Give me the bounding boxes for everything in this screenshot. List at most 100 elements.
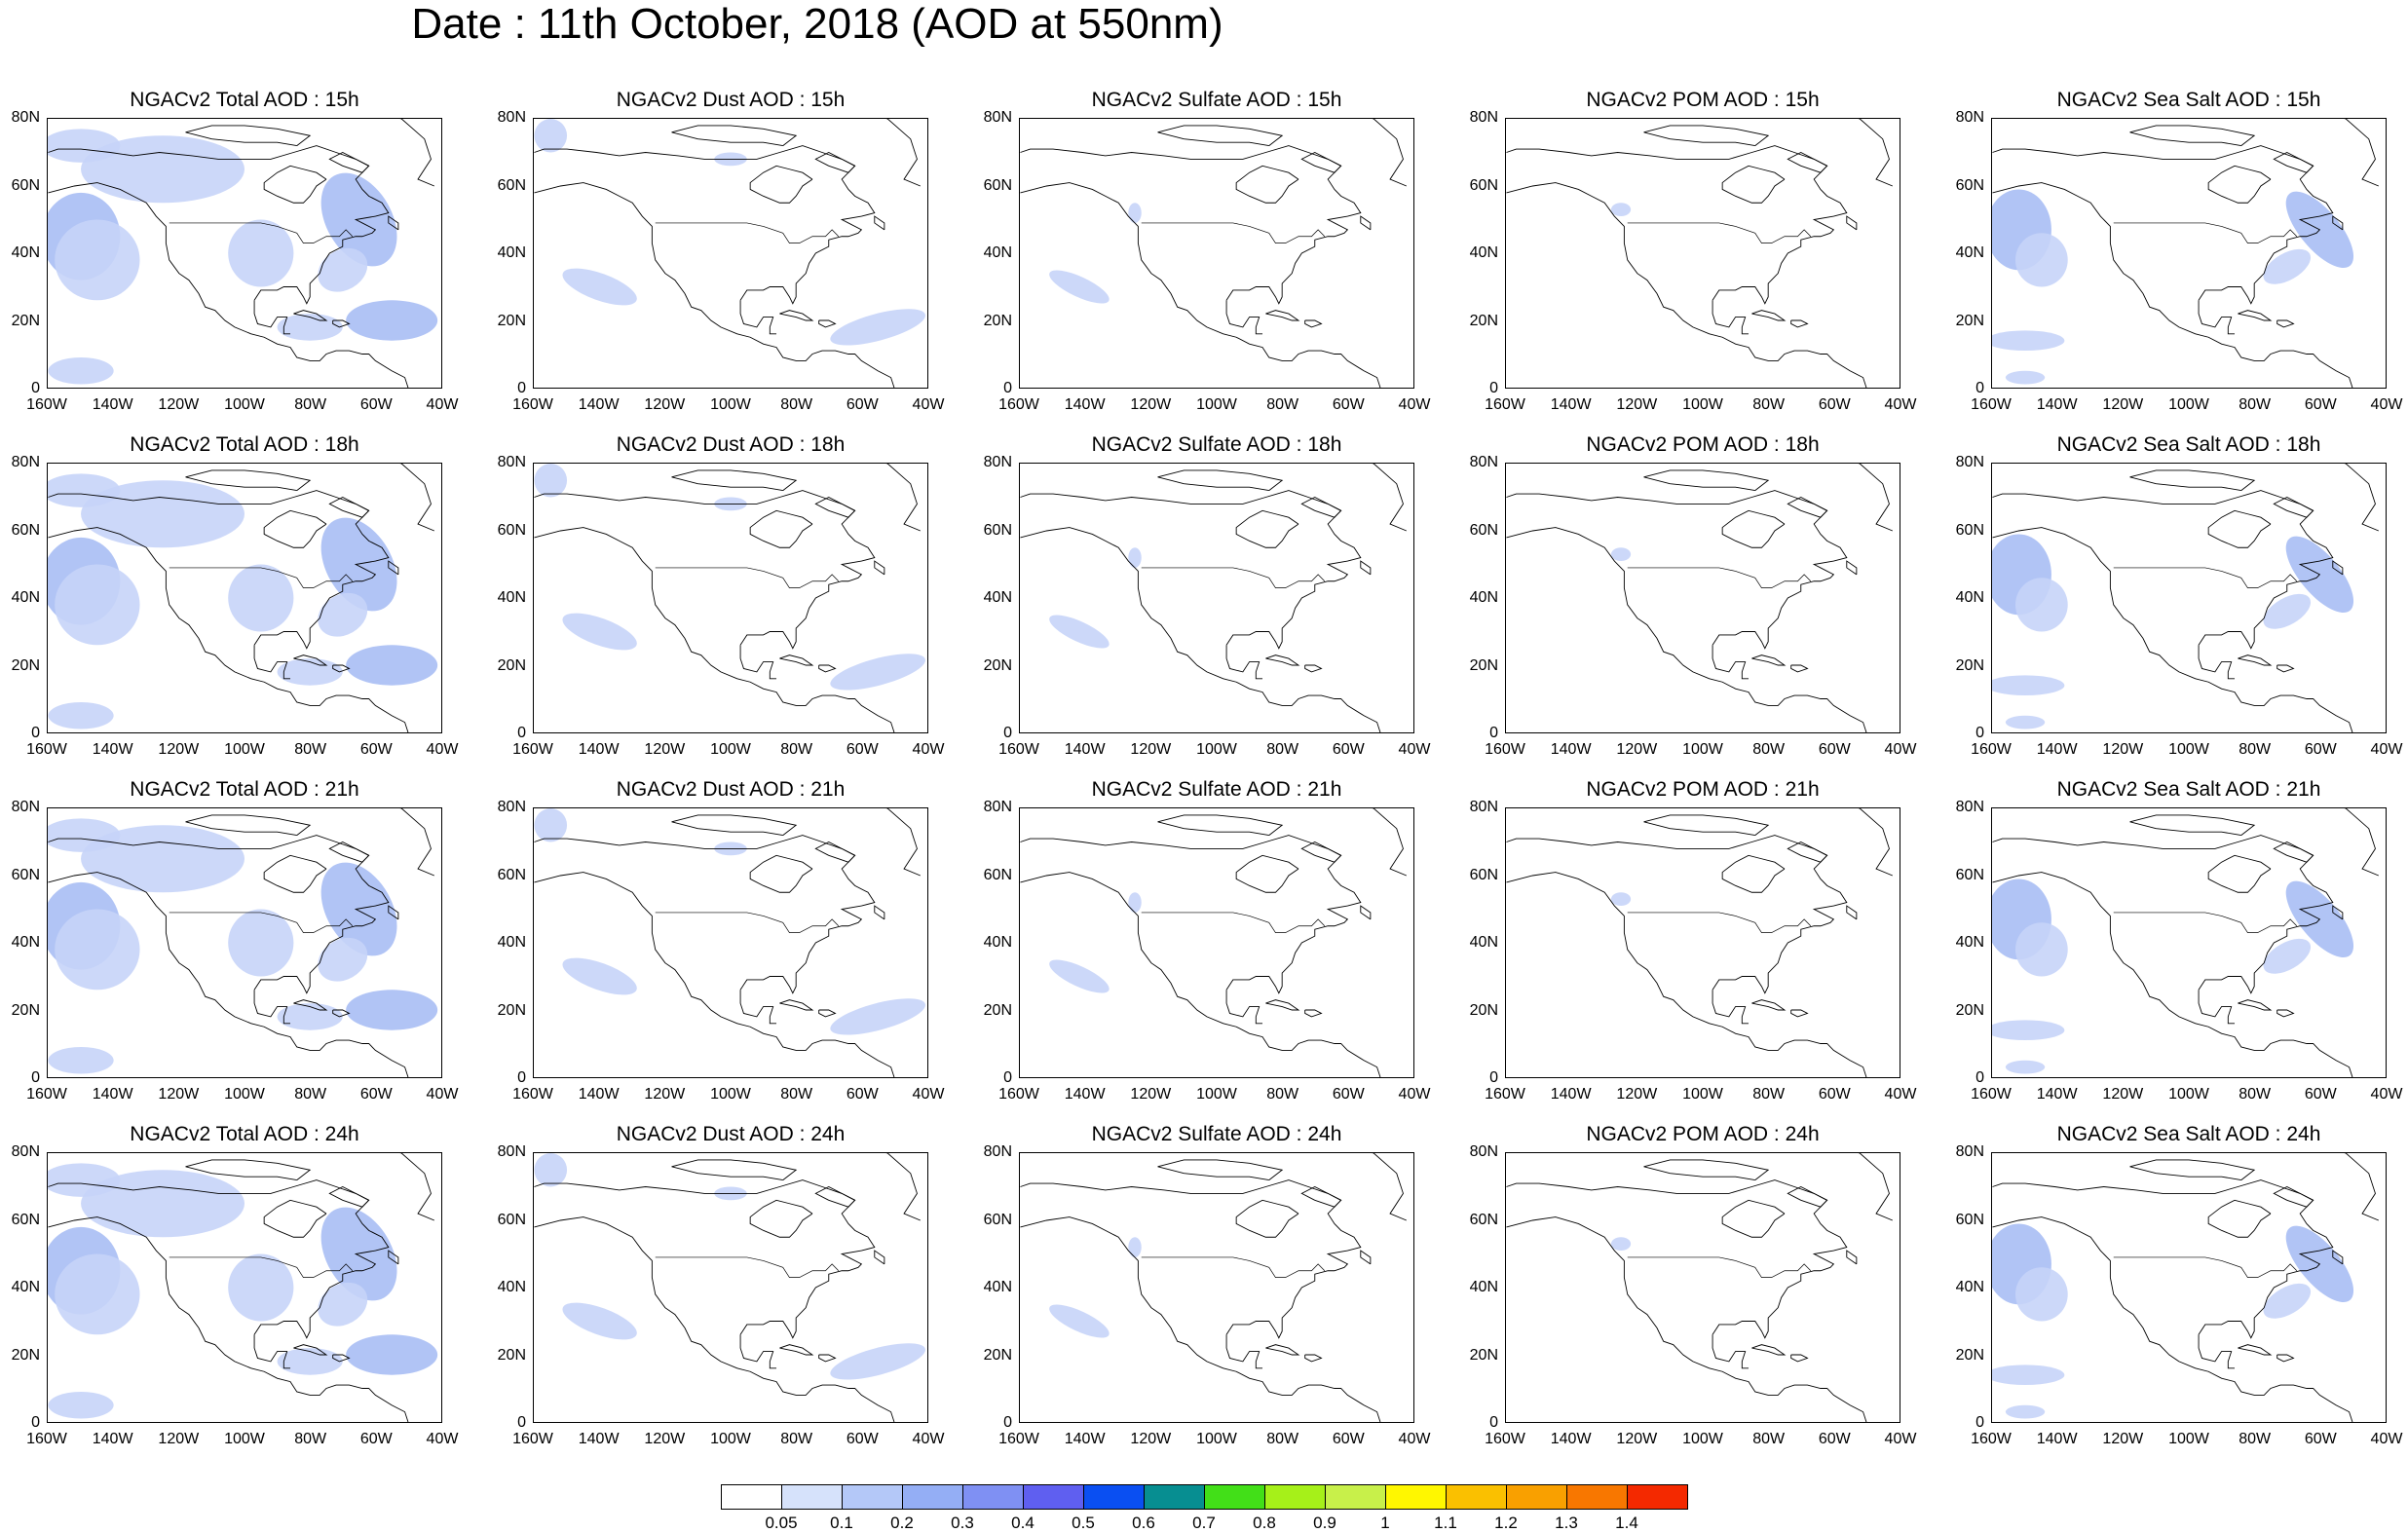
aod-plume	[2263, 593, 2312, 629]
lon-tick-label: 100W	[710, 741, 751, 758]
coastline	[1846, 1250, 1858, 1265]
coastline	[1751, 999, 1787, 1011]
coastline	[1751, 1344, 1787, 1356]
lat-tick-label: 60N	[497, 176, 526, 194]
aod-plume	[534, 808, 568, 842]
coastline	[1304, 1354, 1323, 1363]
national-border	[655, 912, 840, 933]
coastline	[534, 527, 895, 732]
coastline	[1992, 835, 2334, 994]
coastline	[1643, 125, 1770, 147]
panel-title: NGACv2 Total AOD : 15h	[130, 89, 359, 111]
coastline	[332, 1354, 351, 1363]
aod-plume	[2014, 233, 2068, 287]
coastline	[1372, 1153, 1407, 1221]
aod-plume	[2263, 248, 2312, 284]
lon-tick-label: 80W	[294, 396, 327, 413]
lon-tick-label: 160W	[26, 396, 67, 413]
colorbar-label: 0.3	[951, 1514, 974, 1532]
colorbar-label: 0.6	[1132, 1514, 1155, 1532]
coastline	[1265, 1344, 1300, 1356]
coastline	[2129, 469, 2256, 492]
lat-tick-label: 0	[1003, 1414, 1012, 1431]
coastline	[1157, 125, 1284, 147]
lat-tick-label: 20N	[497, 1346, 526, 1364]
coastline	[2238, 654, 2273, 666]
coastline	[2207, 509, 2272, 548]
coastline	[2332, 1250, 2344, 1265]
aod-plume	[830, 309, 925, 346]
lat-tick-label: 80N	[11, 799, 40, 815]
lon-tick-label: 100W	[224, 1086, 265, 1103]
aod-plume	[48, 818, 121, 852]
panel-title: NGACv2 Dust AOD : 24h	[616, 1123, 846, 1145]
lat-tick-label: 20N	[1469, 656, 1498, 674]
lon-tick-label: 40W	[912, 1431, 945, 1447]
lat-tick-label: 20N	[11, 1001, 40, 1019]
coastline	[2129, 125, 2256, 147]
lat-tick-label: 80N	[497, 109, 526, 126]
coastline	[818, 1009, 837, 1018]
aod-plume	[2263, 1283, 2312, 1319]
lon-tick-label: 100W	[1196, 1086, 1237, 1103]
lat-tick-label: 60N	[1955, 866, 1984, 883]
lat-tick-label: 60N	[1469, 176, 1498, 194]
coastline	[399, 808, 434, 877]
coastline	[293, 654, 328, 666]
coastline	[185, 125, 312, 147]
lat-tick-label: 80N	[1955, 1143, 1984, 1160]
lat-tick-label: 80N	[1469, 109, 1498, 126]
lon-tick-label: 60W	[1332, 1431, 1365, 1447]
lon-tick-label: 100W	[1682, 1086, 1723, 1103]
coastline	[253, 645, 291, 680]
aod-map	[47, 463, 442, 733]
lon-tick-label: 100W	[1682, 741, 1723, 758]
aod-map	[533, 463, 928, 733]
aod-plume	[346, 990, 438, 1030]
colorbar-label: 0.2	[890, 1514, 914, 1532]
aod-plume	[346, 645, 438, 686]
lat-tick-label: 0	[1003, 380, 1012, 396]
lat-tick-label: 60N	[1955, 1211, 1984, 1228]
lon-tick-label: 40W	[2370, 1086, 2403, 1103]
lon-tick-label: 100W	[2168, 1086, 2209, 1103]
coastline	[1846, 560, 1858, 576]
lon-tick-label: 100W	[1196, 741, 1237, 758]
lon-tick-label: 100W	[224, 396, 265, 413]
lon-tick-label: 60W	[1332, 396, 1365, 413]
coastline	[1787, 496, 1828, 518]
coastline	[388, 560, 399, 576]
panel-title: NGACv2 Sea Salt AOD : 18h	[2056, 433, 2321, 456]
lon-tick-label: 40W	[2370, 1431, 2403, 1447]
panel-title: NGACv2 Total AOD : 24h	[130, 1123, 359, 1145]
coastline	[2129, 1159, 2256, 1181]
lon-tick-label: 120W	[1130, 396, 1172, 413]
lat-tick-label: 40N	[1469, 589, 1498, 606]
lon-tick-label: 140W	[1550, 1086, 1592, 1103]
coastline	[814, 496, 856, 518]
panel-title: NGACv2 Sea Salt AOD : 21h	[2056, 778, 2321, 801]
aod-map	[533, 807, 928, 1078]
aod-map	[1505, 1152, 1900, 1423]
lon-tick-label: 40W	[426, 1086, 459, 1103]
lon-tick-label: 40W	[426, 741, 459, 758]
aod-plume	[562, 613, 637, 651]
national-border	[1627, 222, 1812, 243]
lon-tick-label: 160W	[998, 1086, 1039, 1103]
lat-tick-label: 40N	[497, 934, 526, 951]
panel-title: NGACv2 Sulfate AOD : 24h	[1091, 1123, 1342, 1145]
coastline	[48, 145, 390, 305]
lat-tick-label: 60N	[11, 1211, 40, 1228]
aod-plume	[534, 464, 568, 498]
coastline	[2129, 814, 2256, 837]
coastline	[293, 310, 328, 321]
lat-tick-label: 20N	[1955, 1346, 1984, 1364]
colorbar-swatch	[962, 1484, 1024, 1510]
lat-tick-label: 40N	[497, 244, 526, 261]
coastline	[749, 165, 813, 204]
coastline	[293, 1344, 328, 1356]
aod-plume	[1128, 203, 1142, 223]
coastline	[1020, 1216, 1381, 1422]
lat-tick-label: 60N	[11, 521, 40, 539]
lon-tick-label: 100W	[2168, 741, 2209, 758]
